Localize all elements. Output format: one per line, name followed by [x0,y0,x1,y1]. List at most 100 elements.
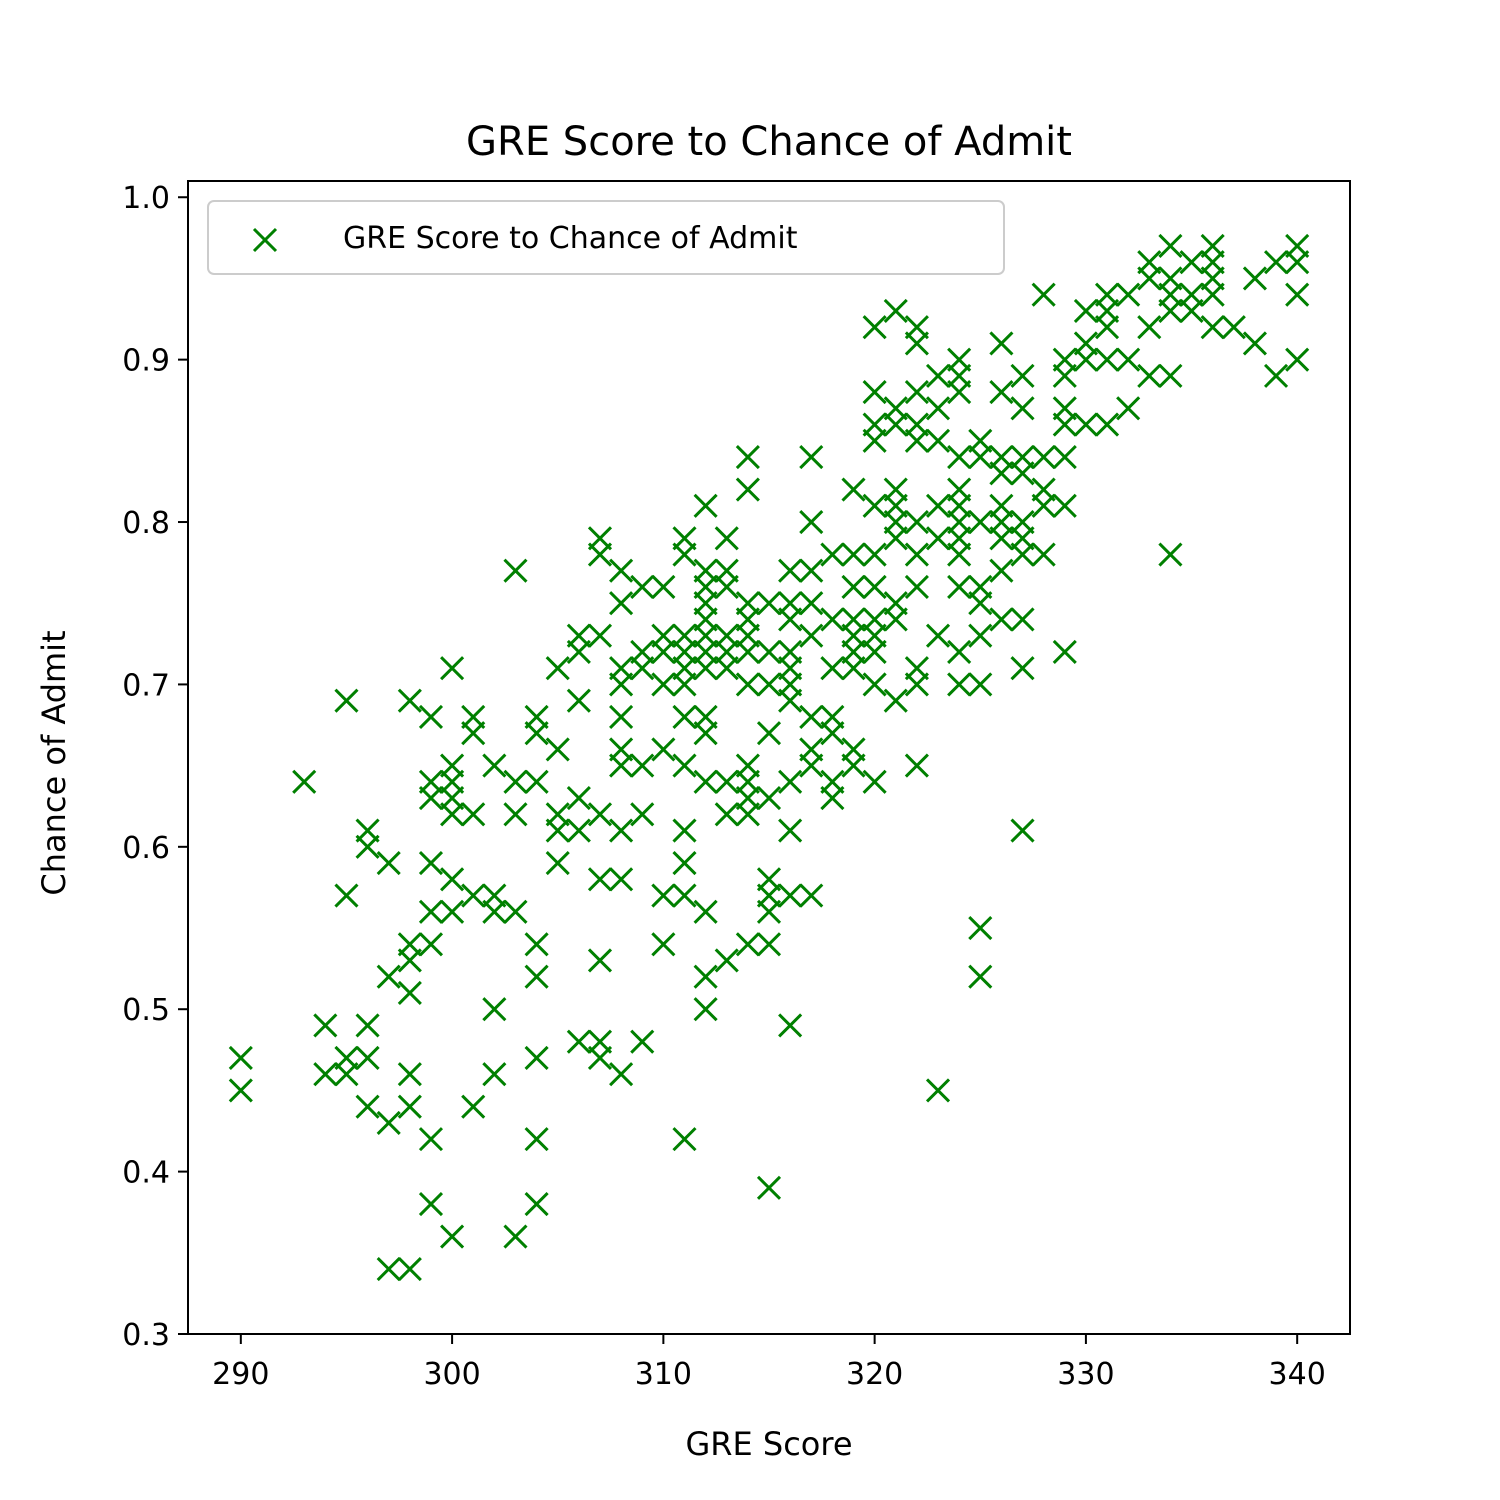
data-point [566,639,591,665]
data-point [756,1175,782,1200]
x-tick-label: 290 [212,1357,269,1392]
data-point [355,834,380,859]
data-point [587,867,613,892]
y-tick-label: 0.5 [122,993,170,1028]
data-point [609,818,634,843]
data-point [778,818,803,843]
data-point [1179,298,1204,323]
data-point [947,574,972,600]
data-point [799,558,824,583]
data-point [1073,347,1098,372]
data-point [1285,282,1310,307]
x-axis-label: GRE Score [685,1425,852,1463]
data-point [609,672,634,697]
data-point [524,1045,549,1070]
data-point [947,639,972,665]
data-point [1158,298,1183,323]
data-point [651,737,676,762]
y-tick-label: 0.9 [122,344,170,379]
data-point [756,672,782,697]
data-point [503,899,528,924]
data-point [503,802,528,827]
data-point [862,672,887,697]
x-tick-label: 330 [1057,1357,1114,1392]
data-point [1031,493,1056,518]
data-point [799,883,824,908]
data-point [799,509,824,535]
data-point [799,704,824,729]
data-point [482,899,507,924]
data-point [1052,445,1077,470]
data-point [820,721,845,746]
data-point [714,526,739,551]
data-point [925,493,951,518]
data-point [418,704,444,729]
data-point [1052,412,1077,437]
data-point [566,818,591,843]
data-point [418,786,444,811]
data-point [1263,363,1289,388]
data-point [1010,542,1035,567]
data-point [947,380,972,405]
data-point [820,656,845,681]
data-point [904,428,929,453]
data-point [968,915,993,941]
data-point [503,558,528,583]
data-point [545,656,570,681]
x-tick-label: 320 [846,1357,903,1392]
data-point [397,1062,422,1087]
data-point [862,639,887,665]
data-point [925,623,951,648]
data-point [630,1029,655,1054]
data-point [609,558,634,583]
data-point [947,445,972,470]
data-point [587,802,613,827]
data-point [587,542,613,567]
data-point [904,753,929,778]
data-point [461,1094,486,1119]
data-point [651,883,676,908]
data-point [735,672,760,697]
y-tick-label: 0.6 [122,831,170,866]
data-point [989,526,1014,551]
data-point [862,574,887,600]
data-point [672,883,697,908]
data-points [228,233,1310,1282]
data-point [883,298,908,323]
data-point [503,1224,528,1249]
data-point [397,980,422,1006]
data-point [989,558,1014,583]
data-point [714,802,739,827]
data-point [968,672,993,697]
data-point [524,1127,549,1152]
data-point [440,899,465,924]
data-point [925,526,951,551]
data-point [989,380,1014,405]
data-point [756,721,782,746]
data-point [799,445,824,470]
data-point [228,1078,253,1103]
data-point [904,509,929,535]
data-point [630,574,655,600]
data-point [1158,233,1183,259]
data-point [313,1013,338,1038]
data-point [524,1192,549,1217]
data-point [756,786,782,811]
data-point [587,1045,613,1070]
data-point [925,363,951,388]
data-point [1137,363,1162,388]
data-point [735,932,760,957]
data-point [1200,315,1225,340]
data-point [820,542,845,567]
y-axis-ticks: 0.3 0.4 0.5 0.6 0.7 0.8 0.9 1.0 [122,181,188,1353]
data-point [862,769,887,794]
data-point [1010,607,1035,632]
data-point [461,802,486,827]
data-point [841,542,866,567]
data-point [904,380,929,405]
data-point [1221,315,1246,340]
data-point [778,1013,803,1038]
legend-box [207,200,1005,275]
legend: GRE Score to Chance of Admit [207,200,1005,275]
data-point [904,574,929,600]
